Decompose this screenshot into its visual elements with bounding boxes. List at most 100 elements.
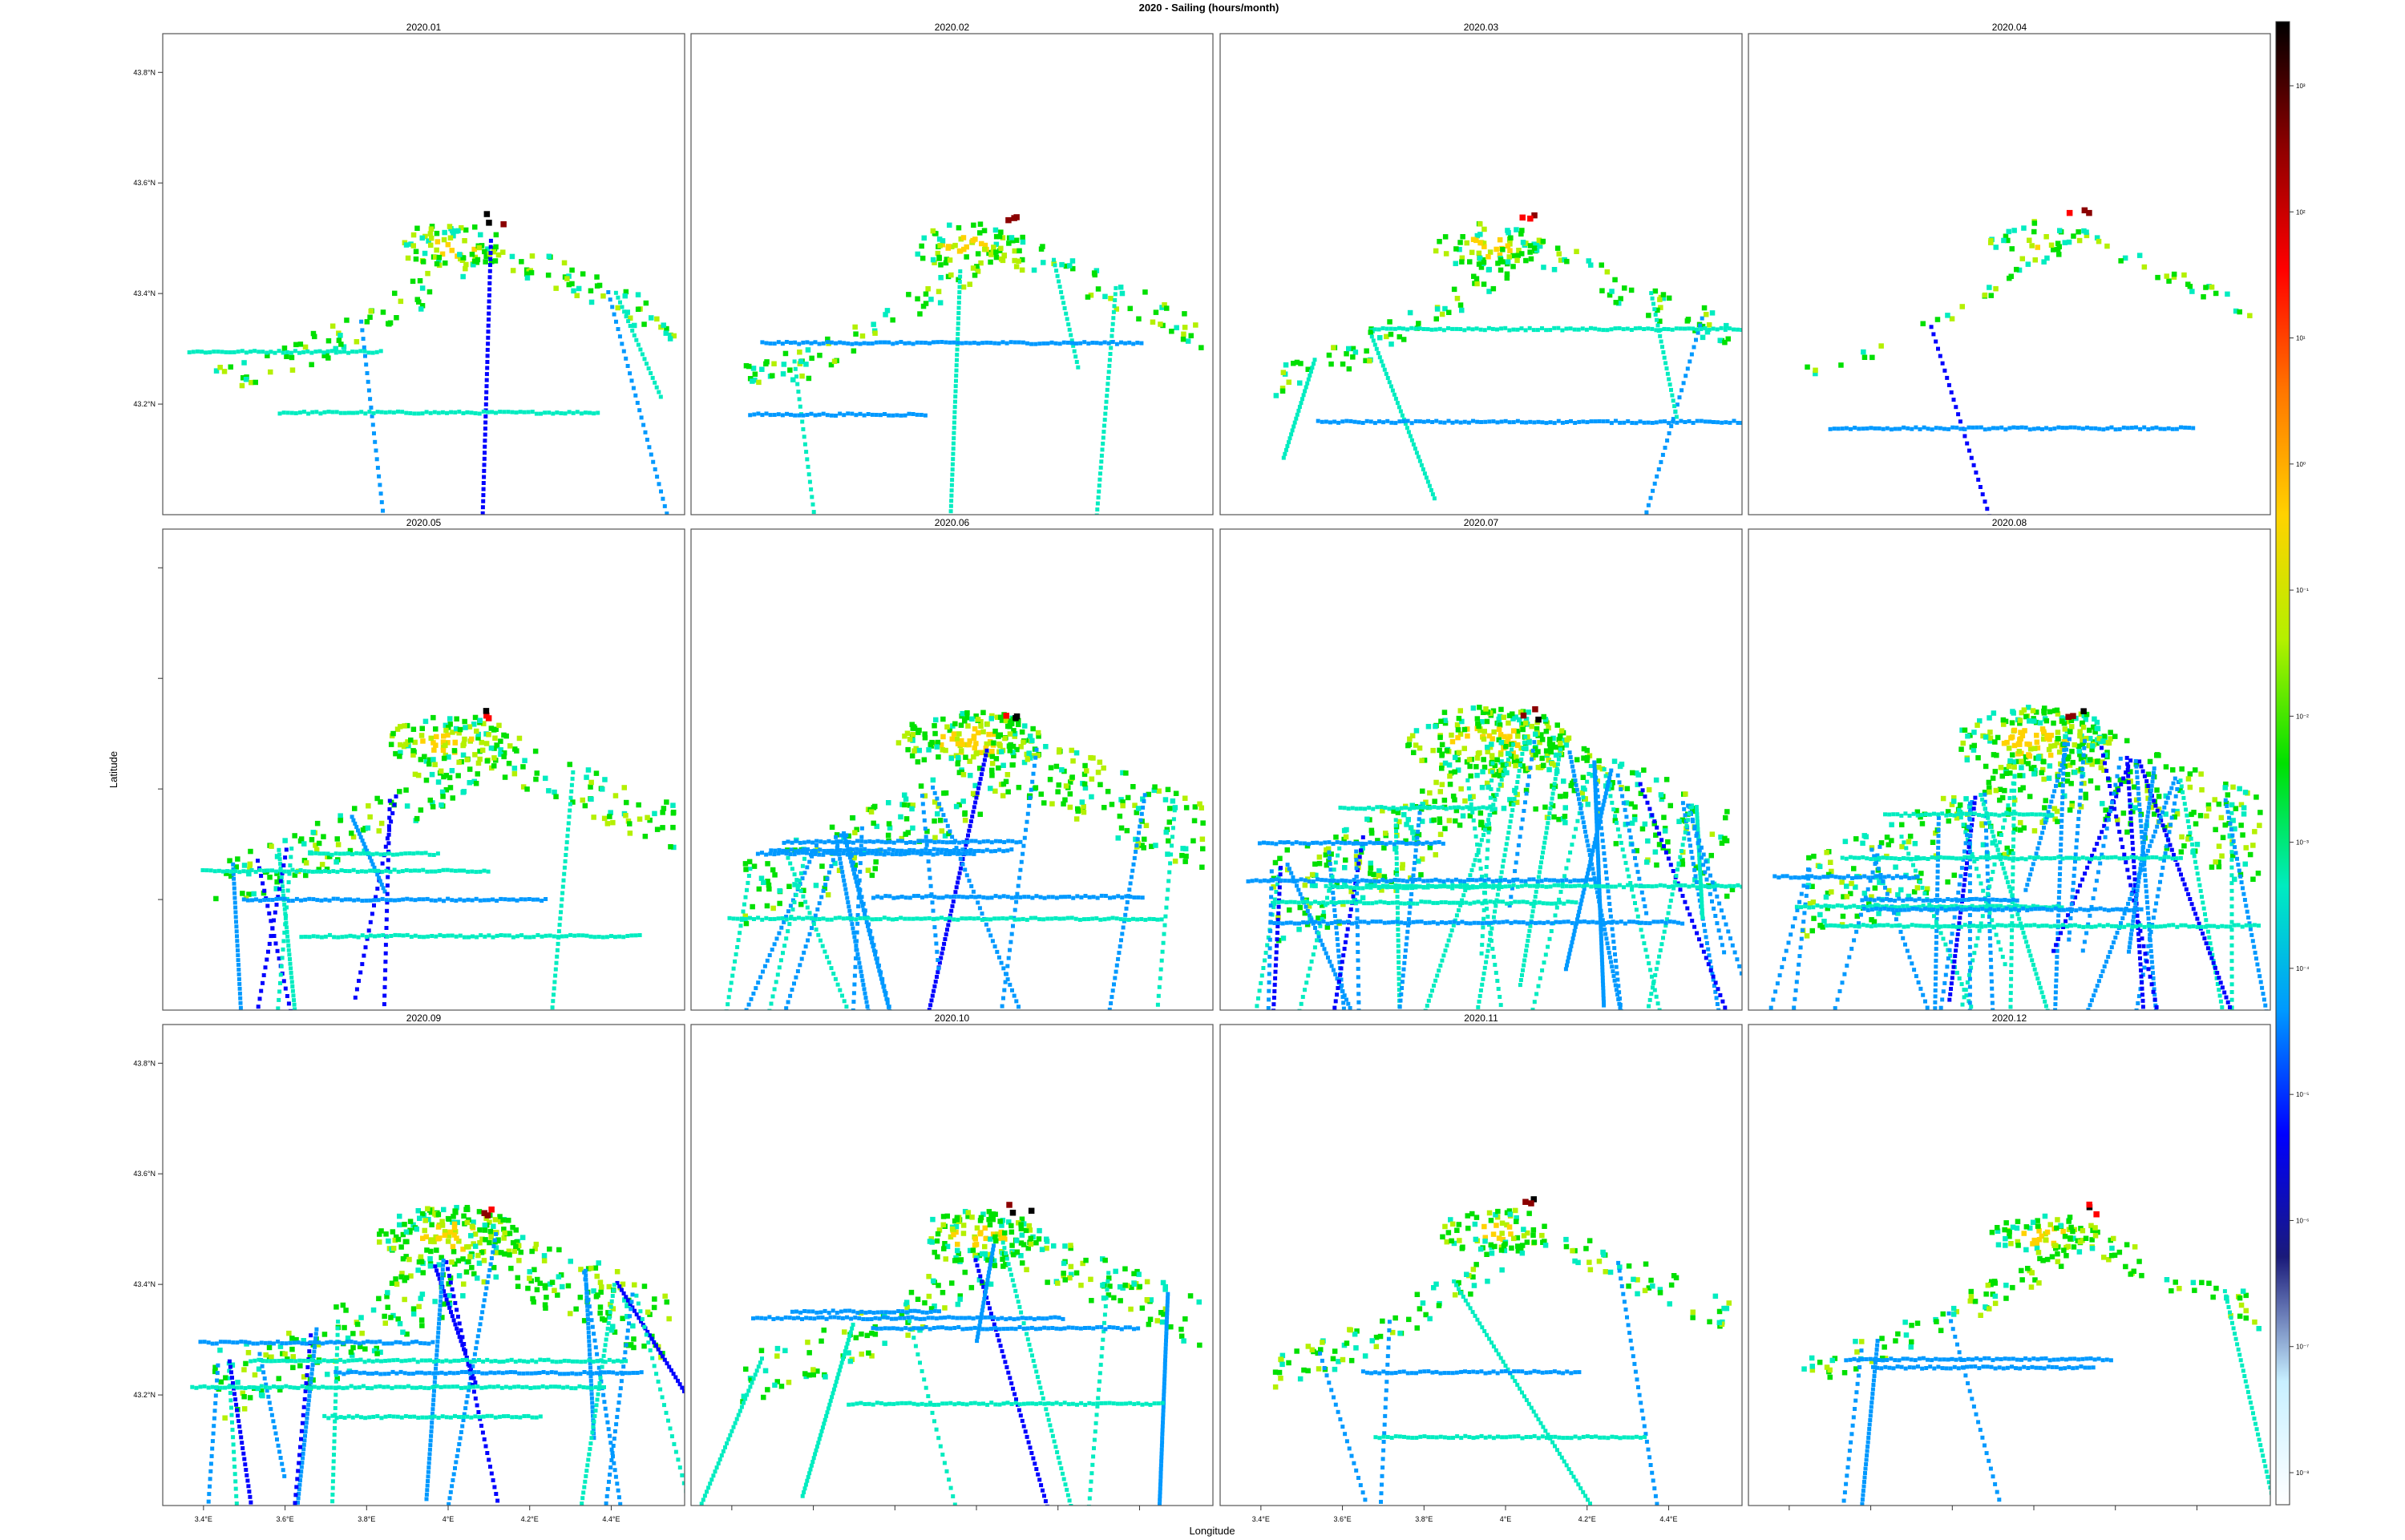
- heat-cell: [1333, 835, 1339, 840]
- heat-cell: [471, 246, 477, 253]
- heat-cell: [1506, 254, 1512, 260]
- track-cell: [1405, 426, 1409, 430]
- track-cell: [1566, 858, 1570, 863]
- heat-cell: [1038, 246, 1045, 252]
- track-cell: [882, 984, 887, 988]
- heat-cell: [460, 273, 466, 280]
- heat-cell: [2008, 273, 2014, 279]
- heat-cell: [2014, 266, 2019, 273]
- heat-cell: [1554, 245, 1561, 251]
- heat-cell: [920, 255, 926, 261]
- track-cell: [1340, 989, 1345, 993]
- track-cell: [1458, 327, 1463, 331]
- track-cell: [1300, 397, 1304, 402]
- track-cell: [1732, 327, 1736, 332]
- track-cell: [216, 868, 221, 873]
- track-cell: [1166, 879, 1171, 883]
- track-cell: [738, 924, 743, 928]
- track-cell: [1519, 326, 1524, 331]
- heat-cell: [507, 743, 513, 749]
- track-cell: [1682, 806, 1687, 811]
- track-cell: [730, 0, 734, 4]
- heat-cell: [1551, 267, 1558, 273]
- track-cell: [1661, 350, 1666, 354]
- track-cell: [1699, 893, 1704, 898]
- track-cell: [968, 916, 972, 920]
- track-cell: [980, 849, 985, 854]
- track-cell: [563, 859, 568, 863]
- heat-cell: [903, 831, 908, 837]
- heat-cell: [434, 230, 440, 236]
- heat-cell: [1510, 253, 1516, 259]
- heat-cell: [1089, 776, 1095, 782]
- heat-cell: [1660, 295, 1667, 301]
- heat-cell: [964, 254, 969, 260]
- heat-cell: [1011, 215, 1017, 221]
- track-cell: [1136, 895, 1141, 899]
- track-cell: [1491, 802, 1496, 807]
- panel-label: 2020.01: [406, 22, 442, 33]
- track-cell: [1063, 895, 1067, 899]
- heat-cell: [1527, 215, 1534, 222]
- track-cell: [839, 839, 843, 844]
- track-cell: [326, 410, 331, 414]
- panel-2020-04: 2020.04: [1748, 22, 2271, 515]
- track-cell: [257, 350, 261, 354]
- heat-cell: [2041, 259, 2047, 265]
- track-cell: [285, 888, 290, 893]
- track-cell: [274, 896, 279, 901]
- track-cell: [1699, 886, 1704, 891]
- heat-cell: [428, 735, 434, 742]
- track-cell: [570, 776, 575, 781]
- track-cell: [948, 895, 953, 899]
- track-cell: [997, 895, 1002, 899]
- track-cell: [999, 960, 1004, 965]
- track-cell: [794, 878, 799, 883]
- track-cell: [1013, 917, 1017, 922]
- heat-cell: [993, 254, 1000, 261]
- heat-cell: [241, 360, 247, 366]
- track-cell: [855, 930, 859, 935]
- heat-cell: [1516, 248, 1522, 253]
- track-cell: [772, 987, 777, 992]
- heat-cell: [1108, 296, 1114, 301]
- track-cell: [1402, 960, 1407, 965]
- panel-heat-cells: [688, 0, 1206, 1010]
- track-cell: [886, 851, 891, 856]
- track-cell: [1640, 788, 1645, 793]
- heat-cell: [1480, 769, 1485, 774]
- track-cell: [688, 0, 692, 4]
- track-cell: [813, 917, 818, 922]
- track-cell: [1489, 770, 1494, 774]
- track-cell: [956, 332, 960, 336]
- track-cell: [1691, 421, 1696, 425]
- heat-cell: [1517, 717, 1522, 723]
- track-cell: [968, 823, 972, 828]
- heat-cell: [1470, 794, 1476, 799]
- track-cell: [1395, 872, 1400, 877]
- heat-cell: [344, 317, 350, 323]
- track-cell: [281, 863, 286, 867]
- track-cell: [857, 891, 862, 896]
- heat-cell: [261, 890, 267, 896]
- track-cell: [821, 341, 826, 346]
- heat-cell: [1543, 729, 1550, 734]
- heat-cell: [1651, 821, 1657, 827]
- track-cell: [250, 898, 254, 903]
- track-cell: [1397, 960, 1401, 964]
- track-cell: [803, 899, 808, 904]
- track-cell: [854, 944, 859, 948]
- track-cell: [1715, 921, 1720, 926]
- track-cell: [734, 0, 738, 4]
- track-cell: [1535, 328, 1540, 333]
- heat-cell: [451, 232, 456, 239]
- track-cell: [1104, 399, 1109, 404]
- panel-2020-03: 2020.03: [1219, 22, 1743, 515]
- heat-cell: [1352, 897, 1357, 903]
- track-cell: [1440, 958, 1445, 963]
- track-cell: [307, 896, 312, 901]
- track-cell: [1704, 935, 1708, 940]
- track-cell: [343, 869, 348, 873]
- track-cell: [279, 875, 284, 879]
- track-cell: [995, 949, 1000, 954]
